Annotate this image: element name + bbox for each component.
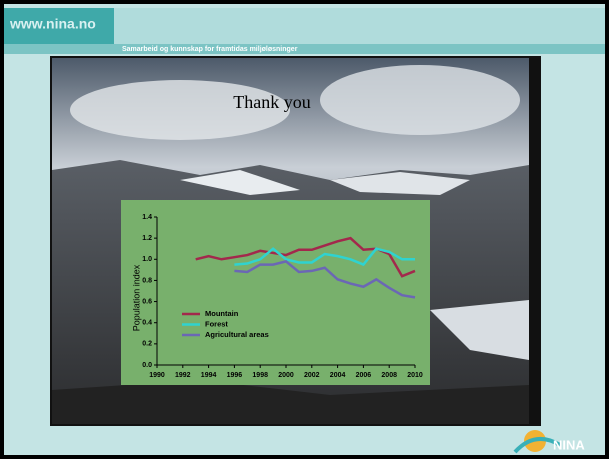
x-tick-label: 2010 [407, 372, 423, 379]
x-tick-label: 2000 [278, 372, 294, 379]
x-tick-label: 2008 [381, 372, 397, 379]
site-url: www.nina.no [9, 16, 96, 32]
x-tick-label: 1994 [201, 372, 217, 379]
tagline: Samarbeid og kunnskap for framtidas milj… [122, 46, 298, 53]
logo-text: NINA [553, 437, 585, 452]
y-tick-label: 0.4 [142, 320, 152, 327]
y-axis-title: Population index [131, 264, 141, 331]
x-tick-label: 2004 [330, 372, 346, 379]
x-tick-label: 1992 [175, 372, 191, 379]
chart-panel [121, 200, 430, 385]
y-tick-label: 0.8 [142, 277, 152, 284]
cloud [320, 65, 520, 135]
legend-label: Mountain [205, 309, 239, 318]
y-tick-label: 1.2 [142, 235, 152, 242]
x-tick-label: 2002 [304, 372, 320, 379]
legend-label: Agricultural areas [205, 330, 269, 339]
y-tick-label: 0.6 [142, 298, 152, 305]
x-tick-label: 1990 [149, 372, 165, 379]
y-tick-label: 1.0 [142, 256, 152, 263]
slide: www.nina.no Samarbeid og kunnskap for fr… [0, 0, 609, 459]
page: www.nina.no Samarbeid og kunnskap for fr… [0, 0, 609, 459]
x-tick-label: 1996 [227, 372, 243, 379]
legend-label: Forest [205, 319, 228, 328]
y-tick-label: 1.4 [142, 214, 152, 221]
slide-title: Thank you [233, 92, 310, 112]
y-tick-label: 0.2 [142, 341, 152, 348]
x-tick-label: 2006 [356, 372, 372, 379]
y-tick-label: 0.0 [142, 362, 152, 369]
tagline-band [4, 44, 605, 54]
x-tick-label: 1998 [252, 372, 268, 379]
